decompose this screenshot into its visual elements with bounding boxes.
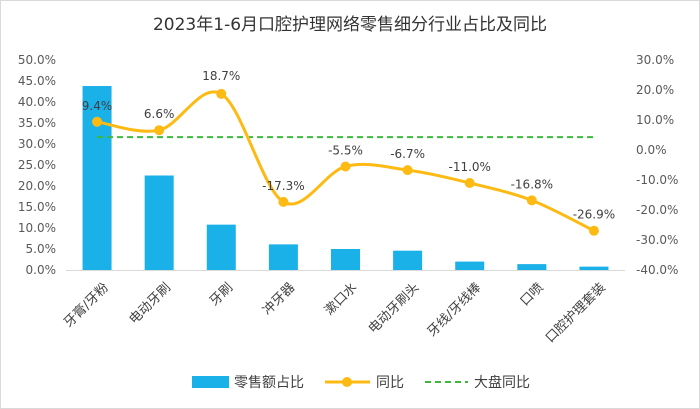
y-right-tick-label: 10.0% <box>636 113 674 127</box>
y-left-tick-label: 5.0% <box>26 242 57 256</box>
bar <box>331 249 360 270</box>
yoy-point <box>340 161 351 172</box>
yoy-data-label: 9.4% <box>82 99 113 113</box>
y-axis-right: -40.0% -30.0% -20.0% -10.0% 0.0% 10.0% 20.0% 30… <box>636 53 678 277</box>
yoy-data-label: -16.8% <box>511 177 553 191</box>
bar <box>206 224 236 270</box>
yoy-point <box>464 178 475 188</box>
y-right-tick-label: 20.0% <box>636 83 674 97</box>
yoy-data-label: 18.7% <box>202 69 240 83</box>
chart-title: 2023年1-6月口腔护理网络零售细分行业占比及同比 <box>153 15 547 35</box>
yoy-point <box>154 125 165 136</box>
bar <box>579 266 609 270</box>
bar <box>82 86 112 270</box>
y-right-tick-label: -20.0% <box>636 203 678 217</box>
y-right-tick-label: 30.0% <box>636 53 674 67</box>
bar <box>144 175 174 270</box>
yoy-point <box>402 165 413 176</box>
y-axis-left: 0.0% 5.0% 10.0% 15.0% 20.0% 25.0% 30.0% 35.0% 40… <box>18 53 625 277</box>
y-left-tick-label: 25.0% <box>18 158 56 172</box>
bar <box>517 264 547 270</box>
legend-line-marker <box>342 377 352 387</box>
bar-series <box>82 86 609 270</box>
y-right-tick-label: -30.0% <box>636 233 678 247</box>
legend: 零售额占比 同比 大盘同比 <box>192 374 530 391</box>
yoy-data-label: -5.5% <box>328 144 363 158</box>
yoy-data-label: -11.0% <box>448 160 490 174</box>
legend-dashed-label: 大盘同比 <box>474 374 530 391</box>
yoy-point <box>526 195 537 206</box>
yoy-point <box>278 196 289 207</box>
y-left-tick-label: 45.0% <box>18 74 56 88</box>
y-left-tick-label: 50.0% <box>18 53 56 67</box>
bar <box>455 261 485 270</box>
bar <box>393 250 423 270</box>
y-right-tick-label: 0.0% <box>636 143 667 157</box>
y-left-tick-label: 35.0% <box>18 116 56 130</box>
yoy-data-label: 6.6% <box>144 107 175 121</box>
legend-bar-label: 零售额占比 <box>234 375 304 391</box>
y-right-tick-label: -40.0% <box>636 263 678 277</box>
bar <box>268 244 298 270</box>
y-left-tick-label: 15.0% <box>18 200 56 214</box>
yoy-point <box>92 116 103 127</box>
y-left-tick-label: 10.0% <box>18 221 56 235</box>
y-left-tick-label: 40.0% <box>18 95 56 109</box>
yoy-data-label: -6.7% <box>390 147 425 161</box>
yoy-line-path <box>96 90 595 233</box>
yoy-point <box>588 225 599 236</box>
y-left-tick-label: 20.0% <box>18 179 56 193</box>
yoy-line-series: 9.4% 6.6% 18.7% -17.3% -5.5% -6.7% -11.0% -16.8… <box>82 69 615 236</box>
legend-bar-swatch <box>192 376 229 388</box>
yoy-point <box>216 88 227 99</box>
yoy-data-label: -17.3% <box>262 179 304 193</box>
y-left-tick-label: 0.0% <box>26 263 57 277</box>
y-right-tick-label: -10.0% <box>636 173 678 187</box>
legend-line-label: 同比 <box>376 375 404 391</box>
y-left-tick-label: 30.0% <box>18 137 56 151</box>
yoy-data-label: -26.9% <box>573 208 615 222</box>
